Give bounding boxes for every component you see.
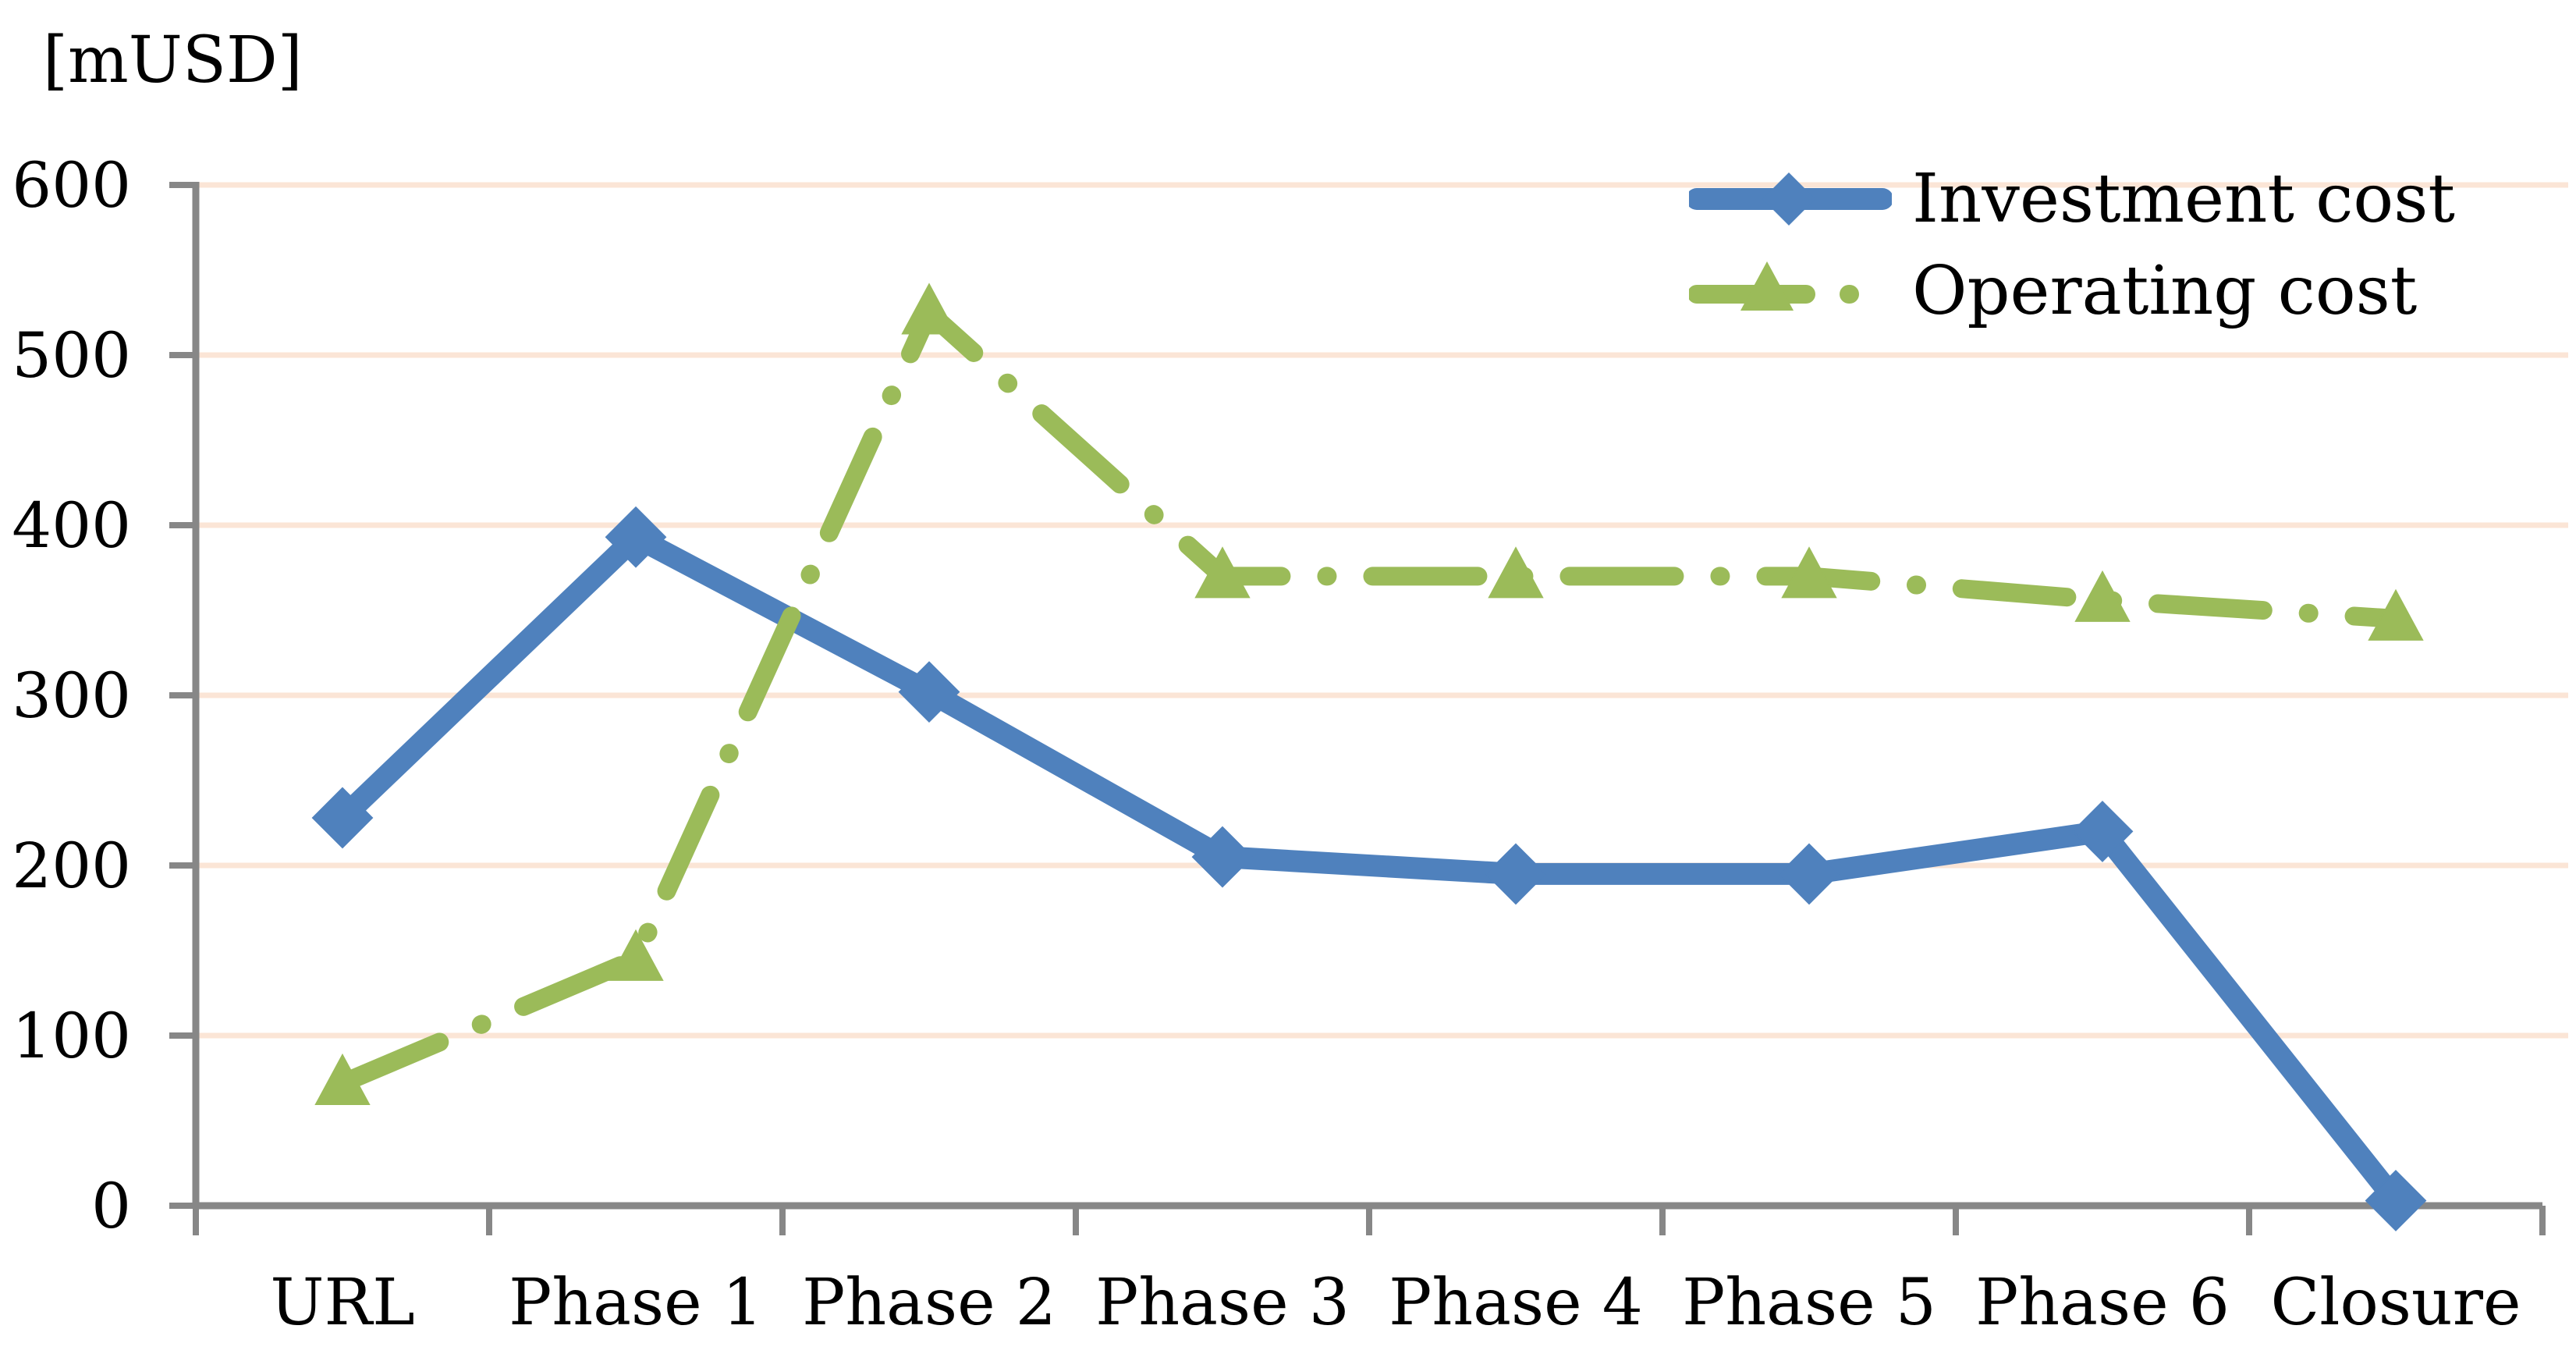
y-axis-unit-label: [mUSD] bbox=[43, 23, 303, 98]
legend: Investment cost Operating cost bbox=[1689, 153, 2455, 337]
marker-triangle-phase-4 bbox=[1488, 546, 1544, 599]
marker-diamond-url bbox=[311, 787, 374, 849]
legend-investment-label: Investment cost bbox=[1912, 160, 2455, 238]
y-tick-label-500: 500 bbox=[12, 319, 131, 392]
y-tick-label-200: 200 bbox=[12, 830, 131, 902]
x-label-phase-1: Phase 1 bbox=[509, 1266, 763, 1340]
marker-diamond-closure bbox=[2365, 1170, 2427, 1231]
legend-triangle-icon bbox=[1740, 261, 1794, 311]
marker-triangle-url bbox=[314, 1053, 371, 1106]
x-label-url: URL bbox=[270, 1266, 414, 1340]
legend-investment-line-sample bbox=[1689, 172, 1892, 226]
marker-diamond-phase-4 bbox=[1485, 843, 1547, 905]
x-label-closure: Closure bbox=[2271, 1266, 2521, 1340]
x-label-phase-2: Phase 2 bbox=[802, 1266, 1056, 1340]
marker-triangle-closure bbox=[2368, 588, 2424, 641]
x-label-phase-4: Phase 4 bbox=[1389, 1266, 1643, 1340]
y-tick-label-0: 0 bbox=[91, 1170, 131, 1242]
marker-triangle-phase-1 bbox=[608, 929, 664, 981]
marker-triangle-phase-5 bbox=[1781, 546, 1837, 599]
x-label-phase-3: Phase 3 bbox=[1095, 1266, 1350, 1340]
marker-triangle-phase-3 bbox=[1194, 546, 1251, 599]
marker-diamond-phase-3 bbox=[1191, 826, 1254, 888]
series-line-0 bbox=[332, 526, 2407, 1212]
marker-triangle-phase-6 bbox=[2074, 570, 2131, 622]
marker-diamond-phase-2 bbox=[898, 661, 960, 723]
x-label-phase-6: Phase 6 bbox=[1975, 1266, 2230, 1340]
marker-diamond-phase-1 bbox=[605, 506, 667, 568]
legend-operating-label: Operating cost bbox=[1912, 252, 2418, 330]
legend-item-operating: Operating cost bbox=[1689, 245, 2455, 337]
legend-diamond-icon bbox=[1762, 172, 1815, 226]
legend-item-investment: Investment cost bbox=[1689, 153, 2455, 245]
marker-diamond-phase-5 bbox=[1778, 843, 1840, 905]
y-tick-label-400: 400 bbox=[12, 489, 131, 562]
y-tick-label-100: 100 bbox=[12, 1000, 131, 1072]
legend-operating-line-sample bbox=[1689, 261, 1892, 311]
x-label-phase-5: Phase 5 bbox=[1682, 1266, 1936, 1340]
y-tick-label-300: 300 bbox=[12, 659, 131, 732]
y-tick-label-600: 600 bbox=[12, 149, 131, 222]
series-line-1 bbox=[333, 303, 2405, 1093]
marker-triangle-phase-2 bbox=[901, 283, 957, 335]
marker-diamond-phase-6 bbox=[2071, 800, 2134, 862]
